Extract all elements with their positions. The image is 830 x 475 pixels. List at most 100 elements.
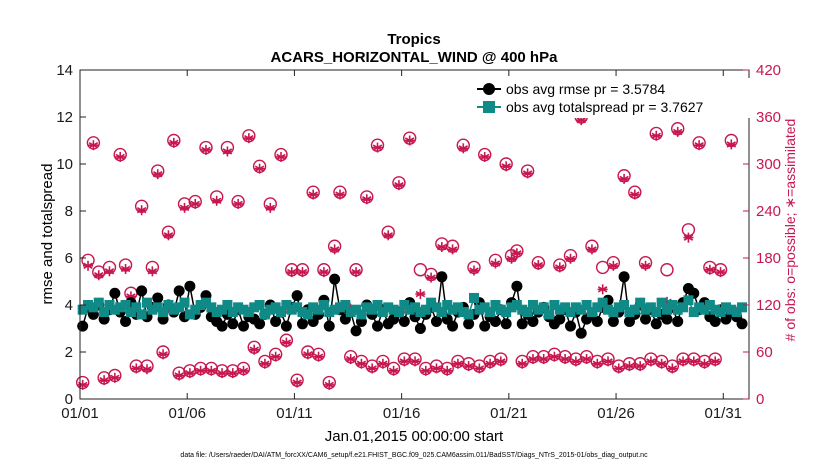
spread-point <box>549 300 560 310</box>
obs-assimilated-point <box>286 267 297 278</box>
rmse-point <box>237 320 249 332</box>
y2-tick-label: 360 <box>756 109 781 126</box>
obs-assimilated-point <box>163 230 174 241</box>
rmse-point <box>650 318 662 330</box>
obs-assimilated-point <box>570 356 581 367</box>
obs-assimilated-point <box>168 137 179 148</box>
rmse-point <box>280 320 292 332</box>
spread-point <box>672 304 683 315</box>
spread-point <box>313 304 324 315</box>
spread-point <box>334 302 345 313</box>
spread-point <box>286 304 297 315</box>
y2-tick-label: 180 <box>756 250 781 267</box>
obs-assimilated-point <box>656 358 667 369</box>
obs-assimilated-point <box>399 356 410 367</box>
obs-assimilated-point <box>554 262 565 273</box>
obs-assimilated-point <box>474 363 485 374</box>
obs-assimilated-point <box>147 266 158 277</box>
x-axis-ticks: 01/01 01/06 01/11 01/16 01/21 01/26 01/31 <box>61 70 742 422</box>
spread-point <box>635 297 646 308</box>
obs-assimilated-point <box>463 361 474 372</box>
spread-point <box>560 302 571 313</box>
y2-tick-label: 120 <box>756 297 781 314</box>
spread-point <box>356 309 367 320</box>
obs-assimilated-point <box>329 244 340 255</box>
y2-axis-ticks: 0 60 120 180 240 300 360 420 <box>743 62 781 408</box>
obs-assimilated-point <box>517 358 528 369</box>
obs-assimilated-point <box>672 126 683 137</box>
obs-assimilated-point <box>313 351 324 362</box>
y-tick-label: 0 <box>65 391 73 408</box>
data-file-footnote: data file: /Users/raeder/DAI/ATM_forcXX/… <box>180 452 648 459</box>
rmse-point <box>554 313 566 325</box>
rmse-point <box>447 320 459 332</box>
spread-point <box>495 304 506 315</box>
obs-assimilated-point <box>217 368 228 379</box>
obs-assimilated-point <box>586 244 597 255</box>
rmse-point <box>607 315 619 327</box>
spread-point <box>522 307 533 318</box>
rmse-point <box>591 315 603 327</box>
rmse-point <box>527 315 539 327</box>
spread-point <box>661 304 672 315</box>
spread-point <box>683 295 694 306</box>
obs-assimilated-point <box>581 354 592 365</box>
spread-point <box>383 302 394 313</box>
obs-assimilated-point <box>592 358 603 369</box>
obs-assimilated-point <box>431 363 442 374</box>
obs-assimilated-point <box>506 253 517 264</box>
spread-point <box>731 307 742 318</box>
obs-assimilated-point <box>276 151 287 162</box>
rmse-point <box>672 315 684 327</box>
obs-assimilated-point <box>142 364 153 375</box>
spread-point <box>538 302 549 313</box>
spread-point <box>570 302 581 313</box>
y-tick-label: 14 <box>56 62 73 79</box>
spread-point <box>120 300 131 310</box>
spread-point <box>163 300 174 310</box>
obs-assimilated-point <box>109 372 120 383</box>
y-tick-label: 8 <box>65 203 73 220</box>
rmse-point <box>398 315 410 327</box>
spread-point <box>608 307 619 318</box>
obs-assimilated-point <box>415 289 426 300</box>
obs-assimilated-point <box>99 375 110 386</box>
spread-point <box>597 297 608 308</box>
obs-assimilated-point <box>131 363 142 374</box>
obs-assimilated-point <box>270 351 281 362</box>
obs-assimilated-point <box>410 356 421 367</box>
y-tick-label: 12 <box>56 109 73 126</box>
spread-point <box>619 300 630 310</box>
spread-point <box>645 302 656 313</box>
spread-point <box>436 307 447 318</box>
obs-assimilated-point <box>152 169 163 180</box>
spread-point <box>270 302 281 313</box>
rmse-point <box>216 320 228 332</box>
rmse-point <box>500 318 512 330</box>
obs-assimilated-point <box>704 264 715 275</box>
obs-assimilated-point <box>120 263 131 274</box>
spread-point <box>501 307 512 318</box>
obs-assimilated-point <box>184 368 195 379</box>
rmse-point <box>329 273 341 285</box>
obs-assimilated-point <box>715 267 726 278</box>
obs-assimilated-point <box>420 365 431 376</box>
spread-point <box>694 302 705 313</box>
obs-assimilated-point <box>527 354 538 365</box>
x-tick-label: 01/16 <box>383 405 421 422</box>
spread-point <box>737 302 748 313</box>
obs-assimilated-point <box>302 349 313 360</box>
x-tick-label: 01/11 <box>276 405 312 422</box>
chart-subtitle: ACARS_HORIZONTAL_WIND @ 400 hPa <box>271 49 559 66</box>
spread-point <box>640 304 651 315</box>
rmse-point <box>120 315 132 327</box>
spread-point <box>452 302 463 313</box>
rmse-point <box>489 315 501 327</box>
spread-point <box>115 302 126 313</box>
rmse-point <box>414 323 426 334</box>
spread-point <box>720 302 731 313</box>
spread-point <box>415 307 426 318</box>
spread-point <box>710 304 721 315</box>
obs-assimilated-point <box>608 260 619 271</box>
